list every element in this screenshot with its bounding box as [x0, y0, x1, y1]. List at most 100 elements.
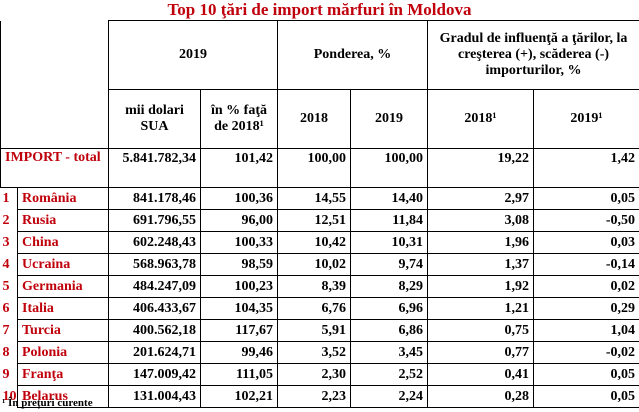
- table-row: 3 China 602.248,43 100,33 10,42 10,31 1,…: [0, 231, 639, 254]
- row-influence-2018: 3,08: [427, 209, 535, 232]
- header-2019: 2019: [108, 20, 278, 90]
- row-country: Germania: [17, 275, 109, 298]
- row-influence-2019: -0,02: [533, 341, 639, 364]
- table-row: 7 Turcia 400.562,18 117,67 5,91 6,86 0,7…: [0, 319, 639, 342]
- row-pct: 104,35: [200, 297, 278, 320]
- row-influence-2018: 0,41: [427, 363, 535, 386]
- table-title: Top 10 ţări de import mărfuri în Moldova: [167, 0, 472, 19]
- row-share-2019: 8,29: [349, 275, 429, 298]
- row-index: 4: [0, 253, 18, 276]
- row-usd: 400.562,18: [108, 319, 201, 342]
- row-usd: 201.624,71: [108, 341, 201, 364]
- row-country: China: [17, 231, 109, 254]
- row-usd: 602.248,43: [108, 231, 201, 254]
- row-pct: 111,05: [200, 363, 278, 386]
- total-usd: 5.841.782,34: [108, 148, 201, 188]
- row-influence-2019: 0,05: [533, 385, 639, 408]
- total-row: IMPORT - total 5.841.782,34 101,42 100,0…: [0, 148, 639, 188]
- row-influence-2018: 0,77: [427, 341, 535, 364]
- header-influence-2019: 2019¹: [533, 89, 639, 149]
- row-share-2019: 9,74: [349, 253, 429, 276]
- row-usd: 841.178,46: [108, 187, 201, 210]
- table-row: 1 România 841.178,46 100,36 14,55 14,40 …: [0, 187, 639, 210]
- row-country: Franţa: [17, 363, 109, 386]
- row-share-2018: 5,91: [277, 319, 351, 342]
- total-share-2019: 100,00: [349, 148, 429, 188]
- header-corner-cell: [0, 20, 109, 149]
- row-usd: 691.796,55: [108, 209, 201, 232]
- table-row: 6 Italia 406.433,67 104,35 6,76 6,96 1,2…: [0, 297, 639, 320]
- row-pct: 100,23: [200, 275, 278, 298]
- total-pct: 101,42: [200, 148, 278, 188]
- header-share-2019: 2019: [349, 89, 429, 149]
- row-share-2018: 2,23: [277, 385, 351, 408]
- row-country: Italia: [17, 297, 109, 320]
- row-index: 6: [0, 297, 18, 320]
- row-influence-2019: 0,02: [533, 275, 639, 298]
- total-influence-2019: 1,42: [533, 148, 639, 188]
- row-pct: 117,67: [200, 319, 278, 342]
- row-influence-2019: 0,03: [533, 231, 639, 254]
- row-influence-2019: 1,04: [533, 319, 639, 342]
- row-pct: 98,59: [200, 253, 278, 276]
- import-table: 2019 Ponderea, % Gradul de influenţă a ţ…: [0, 20, 639, 408]
- row-influence-2019: 0,29: [533, 297, 639, 320]
- total-share-2018: 100,00: [277, 148, 351, 188]
- row-index: 2: [0, 209, 18, 232]
- header-share: Ponderea, %: [276, 20, 429, 90]
- row-country: Belarus: [17, 385, 109, 408]
- total-label: IMPORT - total: [0, 148, 109, 188]
- row-usd: 484.247,09: [108, 275, 201, 298]
- row-share-2018: 3,52: [277, 341, 351, 364]
- row-index: 9: [0, 363, 18, 386]
- row-influence-2018: 0,75: [427, 319, 535, 342]
- row-influence-2019: -0,14: [533, 253, 639, 276]
- header-influence-2018: 2018¹: [427, 89, 535, 149]
- header-pct-vs-2018: în % faţă de 2018¹: [200, 89, 278, 149]
- row-share-2019: 14,40: [349, 187, 429, 210]
- row-share-2019: 2,52: [349, 363, 429, 386]
- row-share-2019: 10,31: [349, 231, 429, 254]
- header-influence: Gradul de influenţă a ţărilor, la creşte…: [427, 20, 639, 90]
- row-pct: 96,00: [200, 209, 278, 232]
- row-influence-2018: 1,21: [427, 297, 535, 320]
- row-pct: 99,46: [200, 341, 278, 364]
- row-share-2019: 6,86: [349, 319, 429, 342]
- row-share-2019: 3,45: [349, 341, 429, 364]
- row-usd: 568.963,78: [108, 253, 201, 276]
- row-share-2018: 6,76: [277, 297, 351, 320]
- row-share-2018: 8,39: [277, 275, 351, 298]
- row-pct: 100,36: [200, 187, 278, 210]
- row-share-2018: 10,02: [277, 253, 351, 276]
- row-share-2019: 11,84: [349, 209, 429, 232]
- row-share-2018: 14,55: [277, 187, 351, 210]
- row-usd: 147.009,42: [108, 363, 201, 386]
- row-influence-2019: 0,05: [533, 187, 639, 210]
- header-row-top: 2019 Ponderea, % Gradul de influenţă a ţ…: [0, 20, 639, 149]
- row-country: Ucraina: [17, 253, 109, 276]
- row-share-2018: 2,30: [277, 363, 351, 386]
- row-index: 8: [0, 341, 18, 364]
- row-usd: 131.004,43: [108, 385, 201, 408]
- table-row: 4 Ucraina 568.963,78 98,59 10,02 9,74 1,…: [0, 253, 639, 276]
- table-row: 8 Polonia 201.624,71 99,46 3,52 3,45 0,7…: [0, 341, 639, 364]
- row-influence-2018: 1,37: [427, 253, 535, 276]
- header-usd-thousands: mii dolari SUA: [108, 89, 201, 149]
- header-row-sub: mii dolari SUA în % faţă de 2018¹ 2018 2…: [1, 89, 639, 149]
- row-usd: 406.433,67: [108, 297, 201, 320]
- row-influence-2018: 2,97: [427, 187, 535, 210]
- row-pct: 100,33: [200, 231, 278, 254]
- row-index: 1: [0, 187, 18, 210]
- row-country: Rusia: [17, 209, 109, 232]
- footnote: ¹ În preţuri curente: [2, 397, 93, 409]
- row-index: 5: [0, 275, 18, 298]
- table-row: 5 Germania 484.247,09 100,23 8,39 8,29 1…: [0, 275, 639, 298]
- row-influence-2018: 0,28: [427, 385, 535, 408]
- row-share-2019: 6,96: [349, 297, 429, 320]
- row-influence-2019: 0,05: [533, 363, 639, 386]
- row-pct: 102,21: [200, 385, 278, 408]
- row-influence-2018: 1,92: [427, 275, 535, 298]
- table-row: 2 Rusia 691.796,55 96,00 12,51 11,84 3,0…: [0, 209, 639, 232]
- row-country: România: [17, 187, 109, 210]
